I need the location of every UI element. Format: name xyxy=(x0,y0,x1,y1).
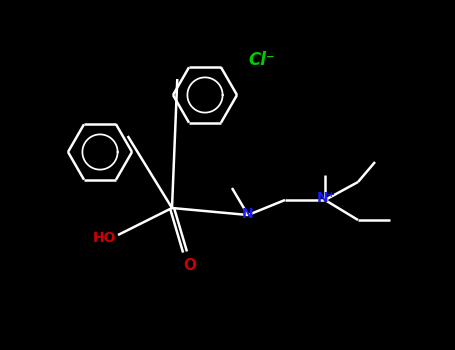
Text: N⁺: N⁺ xyxy=(317,191,335,205)
Text: O: O xyxy=(183,259,197,273)
Text: HO: HO xyxy=(92,231,116,245)
Text: N: N xyxy=(242,207,254,221)
Text: Cl⁻: Cl⁻ xyxy=(248,51,275,69)
